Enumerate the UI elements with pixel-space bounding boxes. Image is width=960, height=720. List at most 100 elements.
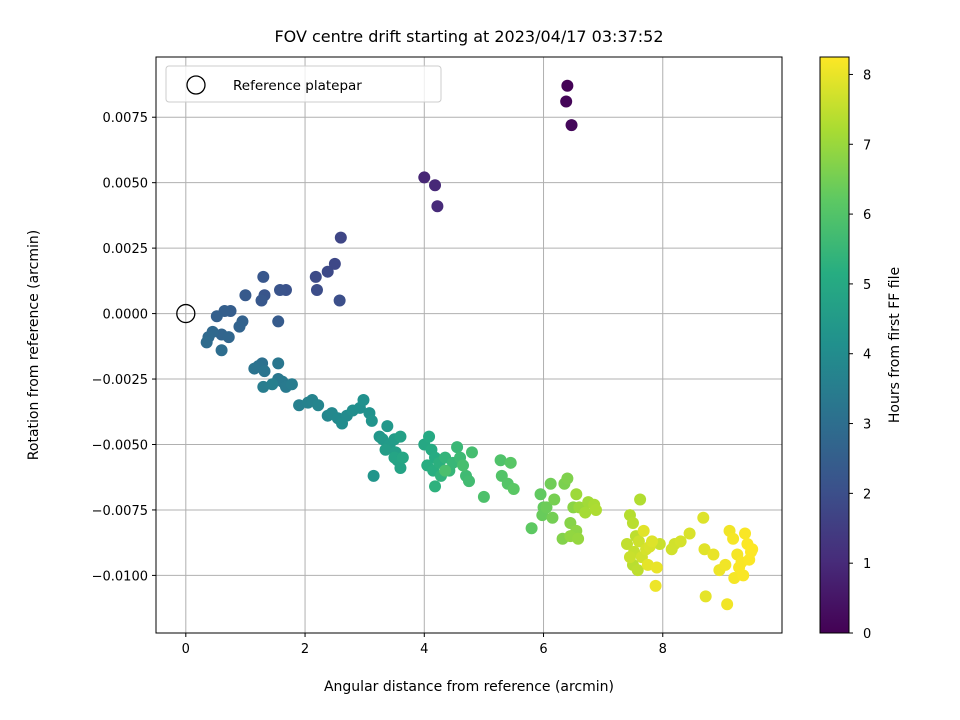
colorbar-tick-label: 5 (863, 278, 871, 293)
data-point (494, 454, 507, 467)
legend-box (165, 65, 442, 103)
colorbar-tick-label: 7 (863, 138, 871, 153)
colorbar-tick-label: 8 (863, 68, 871, 83)
data-point (333, 294, 346, 307)
data-point (707, 548, 720, 561)
data-point (683, 527, 696, 540)
data-point (439, 464, 452, 477)
data-point (546, 511, 559, 524)
y-axis-label: Rotation from reference (arcmin) (26, 230, 42, 460)
data-point (634, 493, 647, 506)
data-point (266, 378, 279, 391)
data-point (272, 357, 285, 370)
y-tick-label: 0.0075 (103, 111, 149, 126)
reference-marker (176, 303, 196, 324)
data-point (570, 488, 583, 501)
data-point (746, 543, 759, 556)
data-point (507, 483, 520, 495)
data-point (429, 179, 442, 192)
data-point (623, 551, 636, 564)
x-axis-label: Angular distance from reference (arcmin) (324, 679, 614, 695)
data-point (698, 543, 711, 556)
data-point (649, 579, 662, 592)
y-tick-label: 0.0050 (103, 177, 149, 192)
chart-title: FOV centre drift starting at 2023/04/17 … (274, 27, 663, 46)
colorbar-tick-label: 6 (863, 208, 871, 223)
data-point (534, 488, 547, 501)
data-point (215, 344, 228, 357)
data-point (423, 430, 436, 443)
grid-lines (156, 57, 782, 633)
data-point (561, 472, 574, 485)
data-point (548, 493, 561, 506)
colorbar-tick-label: 1 (863, 557, 871, 572)
data-point (565, 119, 578, 132)
data-point (560, 95, 573, 108)
data-point (561, 79, 574, 92)
data-point (737, 569, 750, 582)
data-point (394, 462, 407, 475)
data-point (255, 294, 268, 307)
data-point (321, 265, 334, 278)
colorbar-tick-label: 0 (863, 627, 871, 642)
colorbar-tick-label: 4 (863, 348, 871, 363)
data-point (257, 270, 270, 283)
x-tick-label: 0 (182, 642, 190, 657)
data-point (721, 598, 734, 611)
data-point (222, 331, 235, 344)
y-tick-label: −0.0100 (92, 569, 148, 584)
data-point (394, 430, 407, 443)
plot-frame (155, 56, 783, 634)
data-point (739, 527, 752, 540)
data-point (631, 564, 644, 577)
x-tick-label: 8 (659, 642, 667, 657)
data-point (248, 362, 261, 375)
x-tick-label: 6 (539, 642, 547, 657)
colorbar-tick-label: 2 (863, 487, 871, 502)
data-point (239, 289, 252, 302)
data-point (457, 459, 470, 472)
data-points (200, 79, 759, 611)
data-point (540, 501, 553, 514)
legend: Reference platepar (165, 65, 442, 103)
data-point (418, 171, 431, 184)
colorbar (819, 56, 850, 634)
data-point (336, 417, 349, 430)
data-point (328, 257, 341, 270)
data-point (367, 469, 380, 482)
data-point (285, 378, 298, 391)
data-point (431, 200, 444, 213)
data-point (665, 543, 678, 556)
data-point (620, 537, 633, 550)
x-tick-label: 4 (420, 642, 428, 657)
data-point (465, 446, 478, 459)
data-point (451, 441, 464, 454)
data-point (626, 517, 639, 530)
data-point (650, 561, 663, 574)
data-point (646, 535, 659, 548)
data-point (210, 310, 223, 323)
data-point (365, 414, 378, 427)
legend-reference-marker (186, 75, 206, 95)
data-point (200, 336, 213, 349)
y-tick-label: 0.0025 (103, 242, 149, 257)
colorbar-label: Hours from first FF file (887, 267, 903, 423)
data-point (357, 393, 370, 406)
data-point (589, 503, 602, 516)
data-point (579, 506, 592, 519)
data-point (544, 477, 557, 490)
data-point (272, 315, 285, 328)
data-point (258, 365, 271, 378)
data-point (719, 558, 732, 571)
data-point (233, 320, 246, 333)
y-tick-label: −0.0075 (92, 504, 148, 519)
data-point (388, 451, 401, 464)
data-point (334, 231, 347, 244)
data-point (274, 284, 287, 297)
data-point (637, 524, 650, 537)
data-point (477, 490, 490, 503)
legend-entry-reference: Reference platepar (233, 78, 362, 94)
y-axis-ticks: −0.0100 −0.0075 −0.0050 −0.0025 0.0000 0.0025… (92, 111, 156, 584)
data-point (463, 475, 475, 488)
x-axis-ticks: 0 2 4 6 8 (182, 633, 667, 657)
